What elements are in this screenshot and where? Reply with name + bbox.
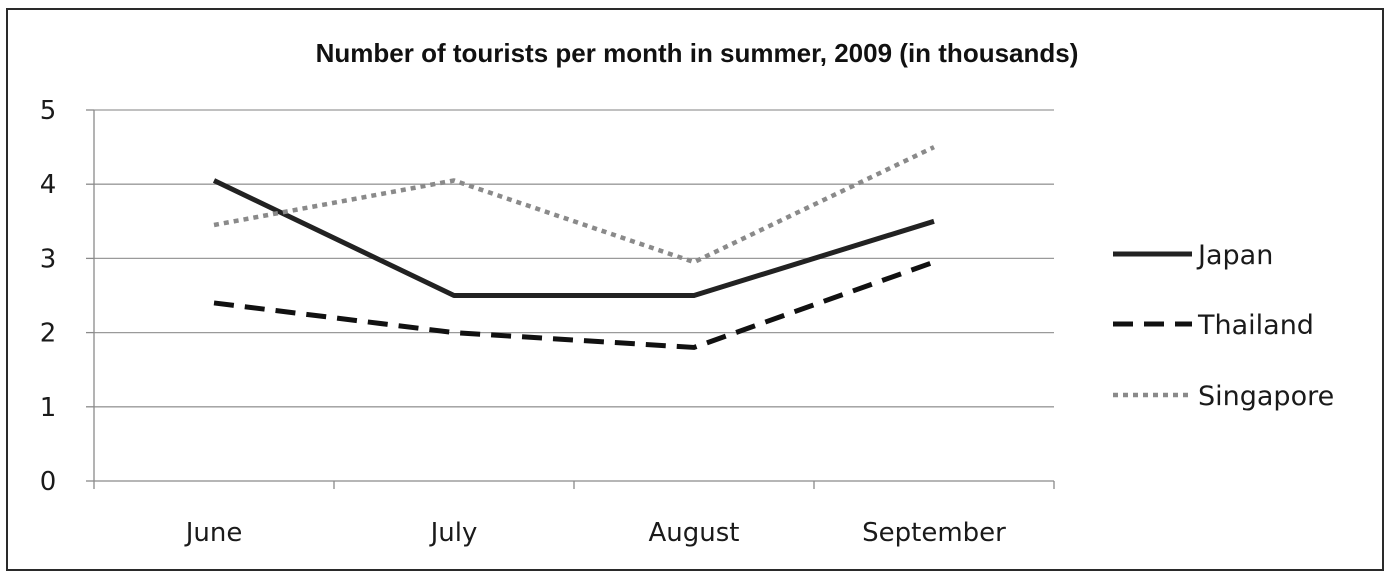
y-axis-ticks: 0 1 2 3 4 5 <box>40 96 57 497</box>
y-tick-label: 3 <box>40 244 57 274</box>
series-line-singapore <box>213 145 935 265</box>
y-tick-label: 5 <box>40 96 57 126</box>
legend-label-singapore: Singapore <box>1198 381 1334 412</box>
chart-title: Number of tourists per month in summer, … <box>316 38 1079 68</box>
x-tick-label: July <box>429 518 478 548</box>
y-tick-label: 0 <box>40 467 57 497</box>
series-lines <box>212 145 935 350</box>
series-line-thailand <box>213 259 935 350</box>
legend-label-japan: Japan <box>1196 240 1273 271</box>
legend-label-thailand: Thailand <box>1197 310 1314 341</box>
x-tick-label: August <box>649 518 740 548</box>
axes <box>86 109 1055 489</box>
y-tick-label: 4 <box>40 170 57 200</box>
x-tick-label: September <box>862 518 1006 548</box>
series-line-japan <box>212 178 935 298</box>
x-tick-label: June <box>184 518 243 548</box>
y-tick-label: 1 <box>40 393 57 423</box>
x-axis-ticks: June July August September <box>184 518 1006 548</box>
legend: Japan Thailand Singapore <box>1113 240 1334 412</box>
gridlines <box>94 109 1054 408</box>
y-tick-label: 2 <box>40 319 57 349</box>
chart-frame <box>6 8 1384 571</box>
